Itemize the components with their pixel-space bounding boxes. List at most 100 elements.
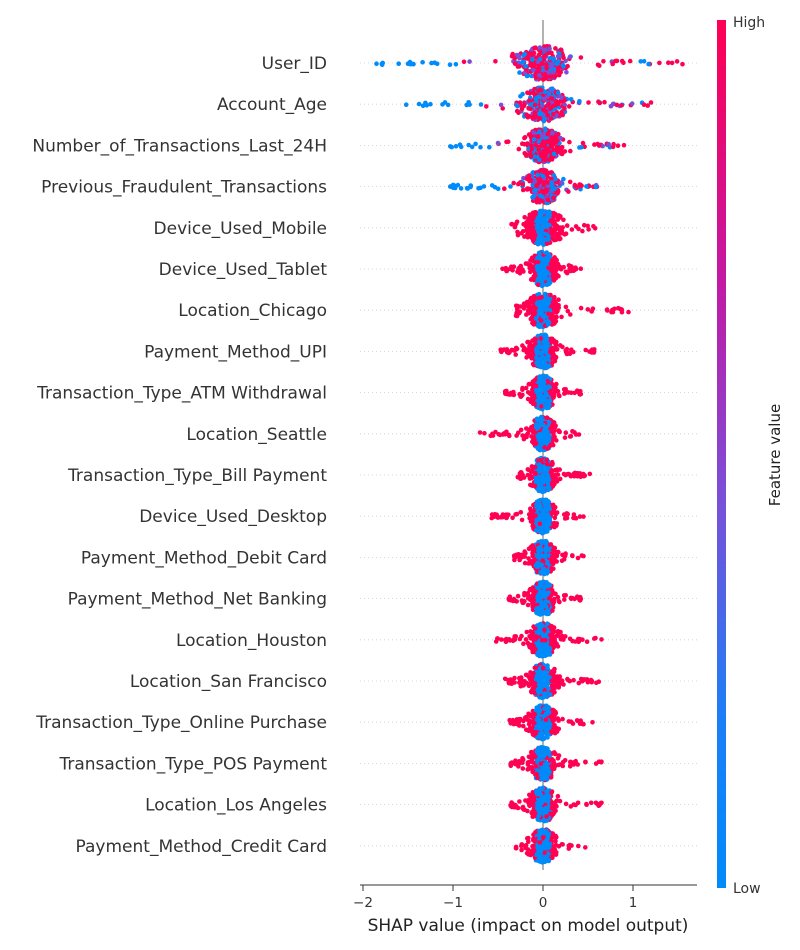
shap-point [533, 75, 539, 80]
feature-row-points [509, 208, 598, 247]
shap-point [554, 257, 559, 263]
shap-point [544, 335, 549, 340]
shap-point [523, 152, 529, 157]
shap-point [560, 344, 565, 350]
shap-point [531, 298, 536, 304]
shap-point [484, 104, 489, 109]
shap-point [539, 436, 545, 442]
shap-point [547, 398, 552, 403]
shap-point [537, 605, 542, 610]
shap-point [525, 141, 530, 146]
feature-row-points [502, 661, 602, 701]
shap-point [536, 147, 541, 153]
shap-point [561, 176, 566, 182]
shap-point [540, 510, 546, 516]
shap-point [549, 50, 554, 56]
shap-point [546, 311, 551, 317]
shap-point [536, 516, 542, 522]
shap-point [520, 433, 525, 438]
shap-point [469, 144, 475, 150]
shap-point [589, 309, 594, 314]
shap-point [564, 70, 569, 75]
shap-point [403, 102, 409, 107]
shap-point [543, 127, 548, 133]
shap-point [522, 590, 527, 596]
shap-point [517, 64, 522, 69]
shap-point [531, 589, 536, 594]
shap-point [510, 51, 515, 57]
shap-point [513, 347, 519, 352]
shap-point [606, 141, 611, 147]
shap-point [567, 139, 572, 145]
shap-point [526, 642, 532, 648]
shap-point [627, 58, 633, 64]
shap-point [530, 647, 535, 653]
shap-point [515, 269, 520, 275]
shap-point [551, 275, 557, 281]
shap-point [563, 304, 569, 310]
shap-point [551, 315, 556, 321]
shap-point [546, 611, 551, 617]
shap-point [549, 639, 554, 644]
shap-point [527, 476, 533, 481]
shap-point [520, 141, 525, 146]
shap-point [473, 141, 478, 147]
shap-point [519, 106, 525, 112]
shap-point [545, 561, 550, 566]
shap-point [528, 399, 534, 405]
shap-point [498, 102, 504, 108]
shap-point [516, 310, 522, 316]
shap-point [626, 309, 631, 315]
shap-point [557, 230, 563, 235]
shap-point [535, 554, 541, 560]
shap-point [543, 344, 549, 350]
shap-point [572, 596, 577, 602]
shap-point [592, 142, 597, 147]
shap-point [555, 90, 561, 95]
shap-point [530, 68, 536, 73]
shap-point [502, 430, 508, 436]
shap-point [548, 116, 554, 121]
shap-point [544, 356, 550, 362]
shap-point [545, 211, 551, 217]
shap-point [541, 209, 547, 215]
shap-point [542, 223, 547, 228]
shap-point [540, 558, 545, 563]
shap-point [514, 433, 519, 438]
shap-point [558, 636, 564, 641]
shap-point [531, 428, 536, 433]
shap-point [511, 389, 516, 395]
shap-point [500, 106, 506, 111]
shap-point [540, 194, 545, 200]
shap-point [586, 100, 591, 105]
shap-point [504, 350, 510, 355]
shap-point [646, 61, 651, 67]
shap-point [524, 629, 530, 635]
shap-point [563, 269, 569, 275]
shap-point [537, 45, 543, 50]
shap-point [585, 223, 590, 229]
shap-point [527, 176, 532, 181]
shap-point [616, 305, 621, 311]
shap-point [533, 441, 538, 447]
shap-point [544, 62, 549, 67]
shap-point [614, 102, 620, 108]
shap-point [547, 307, 553, 313]
shap-point [516, 146, 522, 152]
shap-point [560, 265, 565, 270]
shap-point [547, 402, 552, 408]
shap-point [552, 321, 557, 326]
shap-point [545, 113, 550, 118]
shap-point [521, 436, 527, 442]
shap-point [550, 360, 555, 365]
shap-point [549, 135, 554, 140]
shap-point [524, 227, 530, 233]
shap-point [531, 277, 536, 282]
shap-point [560, 112, 565, 118]
shap-point [529, 143, 534, 148]
shap-point [512, 636, 517, 642]
feature-row-points [500, 249, 584, 289]
shap-point [450, 185, 456, 190]
shap-point [530, 57, 535, 62]
shap-point [503, 267, 509, 272]
